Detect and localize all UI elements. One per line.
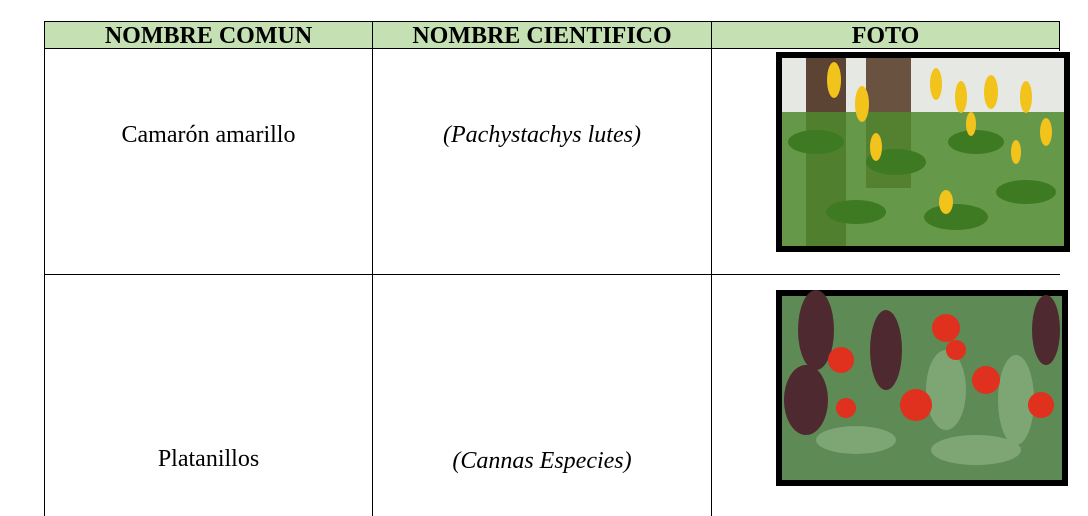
photo xyxy=(776,52,1070,252)
scientific-name: (Cannas Especies) xyxy=(452,448,632,474)
scientific-name: (Pachystachys lutes) xyxy=(443,122,641,148)
border xyxy=(44,274,1060,275)
photo xyxy=(776,290,1068,486)
common-name: Camarón amarillo xyxy=(121,122,296,148)
border xyxy=(44,21,45,516)
border xyxy=(372,21,373,516)
border xyxy=(44,21,1060,22)
border xyxy=(711,21,712,516)
header-cell: NOMBRE CIENTIFICO xyxy=(373,22,711,49)
border xyxy=(1059,21,1060,51)
header-cell: FOTO xyxy=(712,22,1059,49)
border xyxy=(44,48,1060,49)
header-cell: NOMBRE COMUN xyxy=(45,22,372,49)
common-name: Platanillos xyxy=(157,446,260,472)
